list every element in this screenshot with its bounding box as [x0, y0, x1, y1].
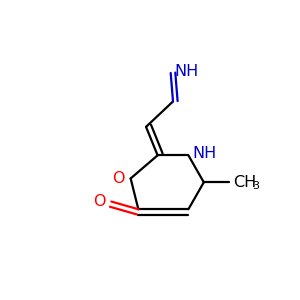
Text: O: O	[94, 194, 106, 209]
Text: 3: 3	[252, 181, 259, 191]
Text: NH: NH	[175, 64, 199, 79]
Text: O: O	[112, 171, 124, 186]
Text: NH: NH	[192, 146, 217, 161]
Text: CH: CH	[233, 175, 256, 190]
